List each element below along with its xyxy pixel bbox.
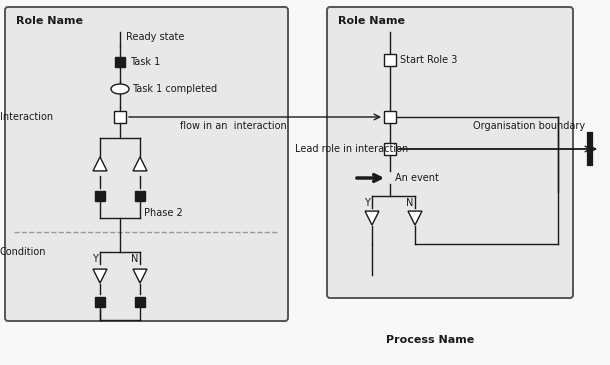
Polygon shape	[133, 269, 147, 283]
Text: Ready state: Ready state	[126, 32, 184, 42]
Text: N: N	[406, 198, 414, 208]
Bar	[135, 297, 145, 307]
Text: Organisation boundary: Organisation boundary	[473, 121, 585, 131]
Polygon shape	[93, 269, 107, 283]
Polygon shape	[133, 157, 147, 171]
Polygon shape	[93, 157, 107, 171]
Text: Y: Y	[92, 254, 98, 264]
Text: Task 1 completed: Task 1 completed	[132, 84, 217, 94]
Bar	[95, 297, 105, 307]
Text: Lead role in interaction: Lead role in interaction	[295, 144, 408, 154]
Text: An event: An event	[395, 173, 439, 183]
Bar	[384, 143, 396, 155]
Text: N: N	[131, 254, 138, 264]
Bar	[384, 111, 396, 123]
Bar	[95, 191, 105, 201]
Polygon shape	[408, 211, 422, 225]
Polygon shape	[365, 211, 379, 225]
Text: Role Name: Role Name	[338, 16, 405, 26]
Ellipse shape	[111, 84, 129, 94]
Text: flow in an  interaction: flow in an interaction	[180, 121, 287, 131]
Bar	[114, 111, 126, 123]
Bar	[384, 54, 396, 66]
Bar	[115, 57, 125, 67]
Text: Process Name: Process Name	[386, 335, 474, 345]
Text: Task 1: Task 1	[130, 57, 160, 67]
Text: Condition: Condition	[0, 247, 46, 257]
Bar	[135, 191, 145, 201]
Text: Interaction: Interaction	[0, 112, 53, 122]
Text: Role Name: Role Name	[16, 16, 83, 26]
Text: Start Role 3: Start Role 3	[400, 55, 458, 65]
FancyBboxPatch shape	[5, 7, 288, 321]
Text: Phase 2: Phase 2	[144, 208, 183, 218]
FancyBboxPatch shape	[327, 7, 573, 298]
Text: Y: Y	[364, 198, 370, 208]
